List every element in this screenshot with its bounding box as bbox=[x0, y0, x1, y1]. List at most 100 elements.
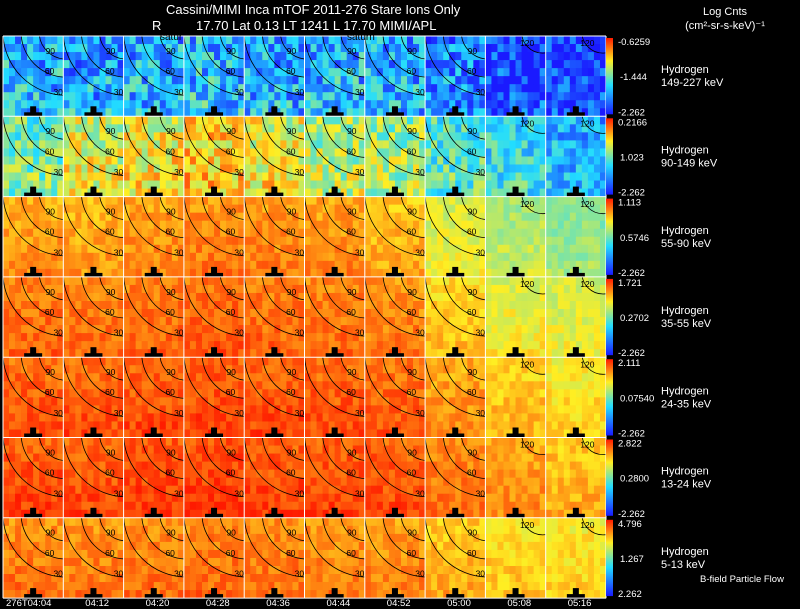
pixel bbox=[183, 421, 191, 430]
pixel bbox=[159, 373, 167, 382]
pixel bbox=[563, 60, 571, 69]
pixel bbox=[33, 373, 40, 382]
pixel bbox=[407, 196, 414, 205]
pixel bbox=[201, 389, 209, 398]
pixel bbox=[256, 36, 263, 45]
pixel bbox=[533, 172, 540, 181]
pixel bbox=[497, 196, 504, 205]
pixel bbox=[370, 84, 378, 93]
pixel bbox=[292, 333, 299, 342]
pixel bbox=[407, 300, 414, 310]
pixel bbox=[81, 180, 88, 189]
pixel bbox=[491, 365, 498, 374]
pixel bbox=[358, 373, 366, 382]
pixel bbox=[491, 341, 498, 350]
pixel bbox=[334, 132, 341, 141]
pixel bbox=[473, 116, 480, 125]
pixel bbox=[129, 260, 136, 270]
pixel bbox=[449, 405, 456, 414]
pixel bbox=[286, 204, 293, 213]
pixel bbox=[425, 292, 432, 302]
pixel bbox=[551, 116, 559, 125]
pixel bbox=[382, 156, 390, 165]
pixel bbox=[141, 36, 149, 45]
pixel bbox=[9, 228, 16, 238]
pixel bbox=[382, 148, 390, 157]
pixel bbox=[437, 212, 444, 221]
pixel bbox=[461, 180, 468, 189]
pixel bbox=[147, 68, 155, 77]
pixel bbox=[220, 252, 227, 262]
pixel bbox=[352, 196, 360, 205]
pixel bbox=[69, 421, 76, 430]
pixel bbox=[63, 100, 70, 109]
pixel bbox=[521, 156, 528, 165]
pixel bbox=[232, 333, 239, 342]
pixel bbox=[461, 325, 468, 334]
pixel bbox=[189, 44, 197, 53]
pixel bbox=[358, 52, 366, 61]
pixel bbox=[177, 100, 185, 109]
pixel bbox=[201, 236, 209, 246]
pixel bbox=[274, 341, 281, 350]
pixel bbox=[3, 349, 10, 358]
pixel bbox=[370, 292, 378, 302]
pixel bbox=[27, 116, 34, 125]
pixel bbox=[473, 397, 480, 406]
pixel bbox=[3, 124, 10, 133]
pixel bbox=[340, 196, 348, 205]
pixel bbox=[15, 204, 22, 213]
pixel bbox=[388, 116, 396, 125]
pixel bbox=[304, 180, 311, 189]
pixel bbox=[256, 421, 263, 430]
pixel bbox=[575, 68, 583, 77]
pixel bbox=[141, 373, 149, 382]
pixel bbox=[533, 373, 540, 382]
pixel bbox=[599, 276, 607, 286]
pixel bbox=[352, 172, 360, 181]
pixel bbox=[153, 341, 161, 350]
pixel bbox=[45, 357, 52, 366]
pixel bbox=[195, 180, 203, 189]
pixel bbox=[545, 317, 553, 326]
pixel bbox=[431, 421, 438, 430]
pixel bbox=[587, 92, 595, 101]
pixel bbox=[539, 212, 546, 221]
pixel bbox=[153, 76, 161, 85]
pixel bbox=[238, 156, 245, 165]
pixel bbox=[364, 188, 372, 197]
pixel bbox=[165, 325, 173, 334]
pixel bbox=[587, 132, 595, 141]
pixel bbox=[81, 172, 88, 181]
pixel bbox=[298, 124, 305, 133]
pixel bbox=[575, 52, 583, 61]
pixel bbox=[575, 156, 583, 165]
pixel bbox=[461, 84, 468, 93]
pixel bbox=[27, 421, 34, 430]
pixel bbox=[364, 300, 372, 310]
pixel bbox=[123, 76, 130, 85]
pixel bbox=[346, 276, 354, 286]
pixel bbox=[51, 124, 58, 133]
pixel bbox=[256, 156, 263, 165]
pixel bbox=[165, 413, 173, 422]
pixel bbox=[473, 284, 480, 294]
pixel bbox=[232, 236, 239, 246]
pixel bbox=[364, 341, 372, 350]
pixel bbox=[51, 284, 58, 294]
pixel bbox=[485, 276, 492, 286]
pixel bbox=[9, 365, 16, 374]
pixel bbox=[268, 52, 275, 61]
pixel bbox=[21, 421, 28, 430]
pixel bbox=[539, 244, 546, 254]
pixel bbox=[485, 413, 492, 422]
pixel bbox=[539, 44, 546, 53]
pixel bbox=[135, 156, 142, 165]
pixel bbox=[87, 36, 94, 45]
pixel bbox=[521, 309, 528, 318]
pixel bbox=[117, 317, 124, 326]
pixel bbox=[171, 260, 179, 270]
pixel bbox=[280, 228, 287, 238]
pixel bbox=[256, 244, 263, 254]
pixel bbox=[340, 276, 348, 286]
